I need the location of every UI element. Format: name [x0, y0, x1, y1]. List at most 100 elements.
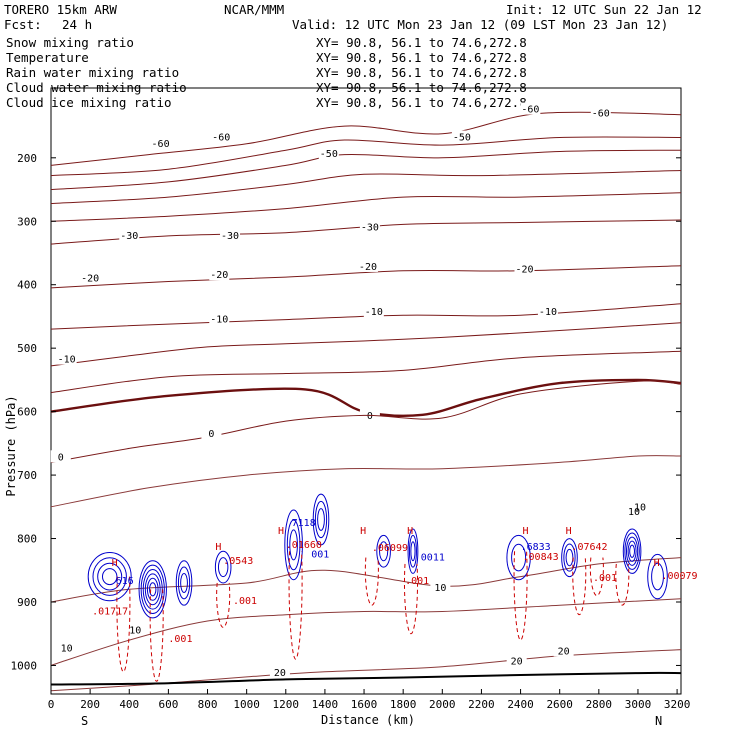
cloud-water-cell-11: [647, 553, 668, 600]
temperature-contour-5: [50, 219, 682, 245]
annotation-label: 10: [129, 626, 141, 637]
cloud-water-cell-7: [410, 541, 416, 562]
temperature-contour-label: 0: [208, 429, 214, 440]
temperature-contour-label: -30: [120, 231, 138, 242]
cloud-water-cell-2: [180, 572, 188, 593]
temperature-label-bg: [209, 312, 230, 325]
legend-xy-0: XY= 90.8, 56.1 to 74.6,272.8: [316, 35, 527, 50]
temperature-contour-label: -10: [210, 315, 228, 326]
annotation-label: 0011: [421, 553, 445, 564]
x-tick-label: 3000: [625, 698, 652, 711]
temperature-label-bg: [359, 220, 380, 233]
warm-label-bg: [553, 644, 574, 657]
warm-contour-label: 20: [558, 646, 570, 657]
cloud-water-cell-1: [146, 577, 159, 601]
y-tick-label: 400: [17, 279, 37, 292]
annotation-label: .001: [233, 596, 257, 607]
rain-streak-2: [216, 582, 231, 628]
temperature-label-bg: [150, 136, 171, 149]
temperature-contour-label: -20: [359, 262, 377, 273]
temperature-label-bg: [56, 352, 77, 365]
valid-time: Valid: 12 UTC Mon 23 Jan 12 (09 LST Mon …: [292, 17, 668, 32]
annotation-label: .001: [593, 573, 617, 584]
annotation-label: .06099: [372, 543, 408, 554]
cloud-water-cell-3: [214, 550, 232, 584]
y-tick-label: 700: [17, 469, 37, 482]
axes: 0 200 400 600 800 1000 1200 1400 1600 1800 2000 220…: [11, 152, 691, 711]
temperature-contour-label: -60: [521, 105, 539, 116]
cloud-water-cell-10: [627, 540, 637, 562]
temperature-label-bg: [50, 450, 71, 463]
temperature-label-bg: [537, 304, 558, 317]
temperature-contour-label: -60: [212, 132, 230, 143]
annotation-label: .0543: [223, 556, 253, 567]
temperature-contour-label: 0: [367, 411, 373, 422]
warm-contour-1: [50, 598, 682, 666]
temperature-contour-label: -60: [592, 108, 610, 119]
annotation-label: H: [566, 526, 572, 537]
annotation-label: H: [360, 526, 366, 537]
y-tick-label: 500: [17, 342, 37, 355]
rain-streak-5: [403, 563, 419, 635]
warm-label-bg: [506, 654, 527, 667]
x-start-label: S: [81, 714, 88, 728]
cloud-water-cell-9: [563, 543, 576, 572]
annotation-label: .01660: [286, 540, 322, 551]
annotation-label: H: [278, 526, 284, 537]
temperature-label-bg: [590, 106, 611, 119]
temperature-contour-0: [50, 111, 682, 166]
x-tick-label: 1600: [351, 698, 378, 711]
annotation-label: .00079: [661, 571, 697, 582]
x-end-label: N: [655, 714, 662, 728]
temperature-contour-label: -50: [320, 149, 338, 160]
cloud-water-cell-8: [511, 543, 527, 572]
temperature-label-bg: [357, 259, 378, 272]
temperature-label-bg: [209, 268, 230, 281]
temperature-contour-3: [50, 170, 682, 204]
cloud-water-cell-9: [561, 538, 578, 578]
x-tick-label: 2400: [507, 698, 534, 711]
rain-streak-1: [149, 589, 164, 682]
temperature-label-bg: [119, 228, 140, 241]
x-tick-label: 1200: [273, 698, 300, 711]
cloud-water-cell-1: [142, 568, 163, 610]
cloud-water-cell-6: [379, 541, 389, 562]
x-tick-label: 2800: [586, 698, 613, 711]
cloud-water-cell-1: [144, 573, 161, 606]
x-tick-label: 400: [119, 698, 139, 711]
x-tick-label: 2000: [429, 698, 456, 711]
annotation-label: H: [215, 542, 221, 553]
cloud-water-cell-1: [140, 564, 165, 614]
y-tick-label: 300: [17, 215, 37, 228]
x-tick-label: 0: [48, 698, 55, 711]
cloud-water-cell-10: [624, 532, 640, 570]
cloud-water-cell-1: [149, 582, 157, 597]
warm-label-bg: [56, 641, 77, 654]
x-tick-label: 1000: [233, 698, 260, 711]
x-tick-label: 800: [198, 698, 218, 711]
warm-contour-label: 10: [61, 643, 73, 654]
annotation-label: H: [654, 558, 660, 569]
cloud-water-cell-0: [87, 552, 132, 602]
cloud-water-cell-10: [625, 536, 639, 566]
temperature-contour-label: -50: [453, 132, 471, 143]
legend-entry-1: Temperature: [6, 50, 89, 65]
rain-streak-4: [364, 557, 379, 606]
warm-contour-label: 20: [274, 668, 286, 679]
legend-entry-2: Rain water mixing ratio: [6, 65, 179, 80]
y-tick-label: 900: [17, 596, 37, 609]
temperature-label-bg: [80, 271, 101, 284]
cloud-water-cell-3: [217, 557, 229, 578]
cloud-water-cell-10: [629, 544, 635, 558]
x-axis-label: Distance (km): [321, 713, 415, 727]
temperature-label-bg: [201, 426, 222, 439]
y-tick-label: 600: [17, 406, 37, 419]
cloud-water-cell-5: [312, 493, 330, 546]
cloud-water-cell-4: [284, 509, 303, 581]
warm-label-bg: [624, 504, 645, 517]
forecast-hour: 24 h: [62, 17, 92, 32]
y-tick-label: 200: [17, 152, 37, 165]
warm-label-bg: [269, 666, 290, 679]
rain-streak-9: [615, 563, 630, 606]
temperature-contour-11: [50, 380, 682, 463]
